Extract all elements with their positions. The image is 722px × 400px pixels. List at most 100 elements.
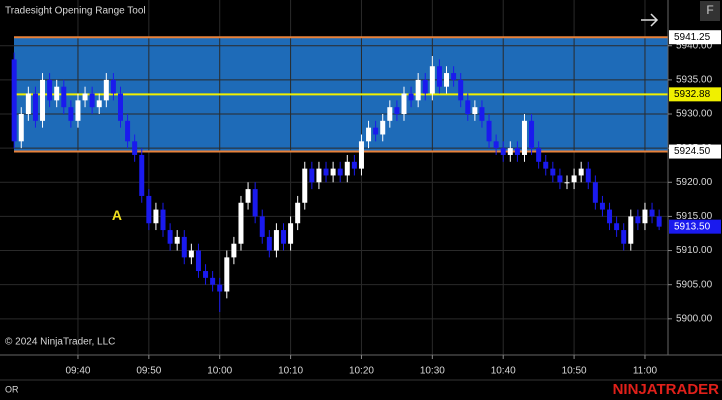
candle-body — [337, 168, 343, 176]
candle-body — [486, 120, 492, 142]
plot: A — [0, 0, 668, 355]
candle-body — [380, 120, 386, 135]
y-tick-label: 5930.00 — [676, 109, 713, 120]
x-tick-label: 10:20 — [349, 366, 374, 377]
candle-body — [89, 93, 95, 108]
candle-body — [174, 236, 180, 244]
price-tag — [669, 144, 721, 159]
candle-body — [323, 168, 329, 176]
tab-label: OR — [5, 384, 19, 394]
candle-body — [188, 250, 194, 258]
x-tick-label: 09:40 — [65, 366, 90, 377]
candle-body — [358, 141, 364, 169]
candle-body — [75, 100, 81, 121]
price-tag-label: 5941.25 — [674, 32, 711, 43]
annotation: A — [112, 207, 122, 223]
candle-body — [217, 284, 223, 292]
candle-body — [25, 93, 31, 115]
candle-body — [132, 141, 138, 155]
candle-body — [401, 93, 407, 115]
price-tag-label: 5924.50 — [674, 146, 711, 157]
candle-body — [585, 168, 591, 183]
candle-body — [96, 100, 102, 108]
copyright: © 2024 NinjaTrader, LLC — [5, 337, 115, 348]
candle-body — [444, 73, 450, 87]
candle-body — [429, 66, 435, 94]
candle-body — [302, 168, 308, 203]
candle-body — [458, 79, 464, 101]
arrow-icon[interactable] — [641, 13, 659, 27]
candle-body — [195, 250, 201, 272]
candle-body — [117, 93, 123, 121]
candle-body — [621, 230, 627, 244]
candle-body — [252, 189, 258, 217]
candle-body — [153, 209, 159, 224]
candle-body — [40, 79, 46, 121]
chart-title: Tradesight Opening Range Tool — [5, 6, 146, 17]
y-tick-label: 5910.00 — [676, 245, 713, 256]
candle-body — [210, 277, 216, 285]
candle-body — [146, 195, 152, 224]
y-tick-label: 5900.00 — [676, 313, 713, 324]
brand-logo: NINJATRADER — [613, 381, 720, 398]
f-button-label[interactable]: F — [706, 3, 713, 17]
candle-body — [550, 168, 556, 176]
candle-body — [507, 148, 513, 155]
candle-body — [436, 66, 442, 87]
candle-body — [500, 148, 506, 155]
candle-body — [387, 107, 393, 121]
candle-body — [238, 202, 244, 244]
candle-body — [32, 93, 38, 121]
candle-body — [18, 114, 24, 142]
candle-body — [493, 141, 499, 149]
candle-body — [273, 230, 279, 251]
y-tick-label: 5940.00 — [676, 40, 713, 51]
candle-body — [628, 216, 634, 244]
candle-body — [415, 79, 421, 101]
price-tag — [669, 87, 721, 102]
candle-body — [309, 168, 315, 183]
candle-body — [54, 86, 60, 101]
candle-body — [578, 168, 584, 176]
candle-body — [642, 209, 648, 224]
candle-body — [614, 223, 620, 231]
candle-body — [47, 79, 53, 101]
candle-body — [514, 148, 520, 155]
candle-body — [103, 79, 109, 101]
candle-body — [68, 107, 74, 121]
candle-body — [139, 154, 145, 196]
candle-body — [451, 73, 457, 80]
candle-body — [281, 230, 287, 244]
x-tick-label: 10:50 — [562, 366, 587, 377]
candle-body — [465, 100, 471, 115]
candle-body — [592, 182, 598, 203]
candle-body — [422, 79, 428, 94]
candle-body — [330, 168, 336, 176]
candle-body — [635, 216, 641, 224]
x-tick-label: 11:00 — [633, 366, 658, 377]
candle-body — [479, 107, 485, 121]
candle-body — [366, 127, 372, 142]
x-tick-label: 10:10 — [278, 366, 303, 377]
candle-body — [351, 161, 357, 169]
candle-body — [564, 182, 570, 184]
candle-body — [125, 120, 131, 142]
candle-body — [266, 236, 272, 251]
arrow-head — [650, 13, 659, 27]
x-tick-label: 10:00 — [207, 366, 232, 377]
candle-body — [521, 120, 527, 155]
price-tag — [669, 30, 721, 45]
y-tick-label: 5905.00 — [676, 279, 713, 290]
price-tag — [669, 219, 721, 234]
candle-body — [167, 230, 173, 244]
candle-body — [529, 120, 535, 149]
candle-body — [571, 175, 577, 183]
y-tick-label: 5915.00 — [676, 211, 713, 222]
x-tick-label: 09:50 — [136, 366, 161, 377]
candle-body — [536, 148, 542, 162]
y-tick-label: 5935.00 — [676, 75, 713, 86]
candle-body — [110, 79, 116, 94]
price-tag-label: 5913.50 — [674, 221, 711, 232]
f-button[interactable] — [700, 1, 720, 21]
